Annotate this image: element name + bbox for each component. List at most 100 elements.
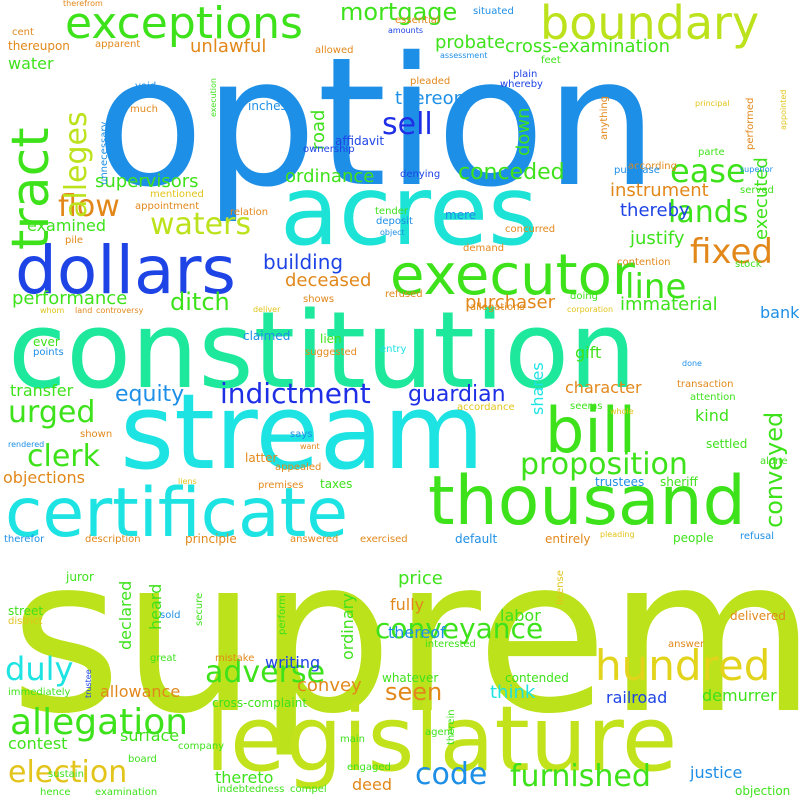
word-purchase: purchase — [614, 165, 660, 176]
word-deceased: deceased — [285, 270, 372, 291]
word-done: done — [682, 359, 702, 368]
word-principal: principal — [695, 99, 730, 108]
word-objection: objection — [735, 784, 791, 798]
word-plain: plain — [513, 69, 538, 80]
word-entry: entry — [380, 344, 407, 355]
word-supreme: supreme — [10, 512, 800, 761]
word-exercised: exercised — [360, 534, 408, 545]
word-conveyance: conveyance — [375, 612, 544, 645]
word-purchaser: purchaser — [465, 292, 556, 313]
word-alone: alone — [760, 456, 788, 467]
word-objections: objections — [3, 468, 86, 487]
word-sell: sell — [382, 107, 433, 142]
word-whom: whom — [40, 306, 65, 315]
word-ownership: ownership — [303, 144, 355, 155]
word-pile: pile — [65, 235, 84, 246]
word-fixed: fixed — [690, 232, 773, 272]
word-void: void — [135, 81, 157, 92]
word-executor: executor — [390, 243, 635, 308]
word-examined: examined — [27, 216, 107, 235]
word-street: street — [8, 604, 44, 618]
word-sheriff: sheriff — [660, 475, 698, 489]
word-answered: answered — [290, 534, 339, 545]
word-therein: therein — [446, 709, 457, 745]
word-performed: performed — [745, 97, 756, 150]
word-contended: contended — [505, 671, 569, 685]
word-line: line — [625, 267, 687, 307]
word-served: served — [740, 185, 774, 196]
word-thereon: thereon — [395, 88, 466, 109]
word-whole: whole — [610, 407, 634, 416]
word-bank: bank — [760, 303, 800, 322]
word-concurred: concurred — [505, 224, 556, 235]
word-refusal: refusal — [740, 531, 775, 542]
word-deed: deed — [352, 775, 392, 794]
word-pleading: pleading — [600, 530, 635, 539]
word-perform: perform — [277, 595, 288, 635]
word-ever: ever — [33, 335, 60, 349]
word-refused: refused — [385, 289, 423, 300]
word-settled: settled — [706, 437, 748, 451]
word-think: think — [490, 682, 536, 703]
word-certificate: certificate — [5, 474, 349, 553]
word-hence: hence — [40, 787, 71, 798]
word-transfer: transfer — [10, 381, 74, 400]
word-allegation: allegation — [10, 702, 189, 743]
word-ease: ease — [670, 152, 746, 190]
word-surface: surface — [120, 726, 180, 745]
word-fully: fully — [390, 595, 425, 614]
word-indebtedness: indebtedness — [217, 784, 285, 795]
word-rendered: rendered — [8, 440, 45, 449]
word-flow: flow — [58, 189, 120, 224]
word-trustee: trustee — [84, 669, 93, 698]
word-controversy: controversy — [96, 306, 144, 315]
word-demand: demand — [463, 243, 505, 254]
word-answer: answer — [668, 639, 705, 650]
word-building: building — [263, 250, 344, 274]
word-sustain: sustain — [48, 769, 84, 780]
word-hundred: hundred — [595, 641, 771, 690]
word-probate: probate — [435, 32, 506, 53]
word-thereto: thereto — [215, 768, 274, 787]
word-amounts: amounts — [388, 26, 424, 35]
word-relation: relation — [230, 207, 269, 218]
word-appointment: appointment — [135, 201, 200, 212]
word-gift: gift — [575, 343, 602, 362]
word-superior: superior — [740, 165, 773, 174]
word-ordinance: ordinance — [285, 166, 375, 187]
word-entirely: entirely — [545, 532, 591, 546]
word-secure: secure — [194, 592, 205, 626]
word-proposition: proposition — [520, 447, 688, 482]
word-indictment: indictment — [220, 377, 371, 410]
word-claimed: claimed — [243, 329, 291, 343]
word-unnecessary: unnecessary — [99, 121, 110, 185]
word-alleges: alleges — [59, 111, 94, 218]
word-inches: inches — [248, 99, 287, 113]
word-lands: lands — [668, 195, 749, 230]
word-therefor: therefor — [4, 534, 45, 545]
word-thereupon: thereupon — [8, 39, 70, 53]
word-equity: equity — [115, 382, 185, 407]
word-furnished: furnished — [510, 759, 651, 794]
word-assessment: assessment — [440, 51, 488, 60]
word-dollars: dollars — [15, 232, 236, 309]
word-allegations: allegations — [470, 302, 525, 313]
word-execution: execution — [209, 78, 218, 117]
word-people: people — [673, 531, 714, 545]
word-juror: juror — [66, 570, 94, 584]
word-taxes: taxes — [320, 477, 353, 491]
word-corporation: corporation — [567, 305, 614, 314]
word-thousand: thousand — [428, 462, 746, 541]
word-pleaded: pleaded — [410, 76, 451, 87]
word-essential: essential — [395, 15, 440, 26]
word-thereof: thereof — [388, 623, 446, 642]
word-mortgage: mortgage — [340, 0, 458, 26]
word-tender: tender — [375, 206, 409, 217]
word-ditch: ditch — [170, 288, 230, 316]
word-water: water — [8, 54, 54, 73]
word-heard: heard — [146, 583, 165, 630]
word-price: price — [398, 568, 443, 589]
word-allowed: allowed — [315, 45, 354, 56]
word-examination: examination — [95, 787, 158, 798]
word-interested: interested — [425, 639, 476, 650]
